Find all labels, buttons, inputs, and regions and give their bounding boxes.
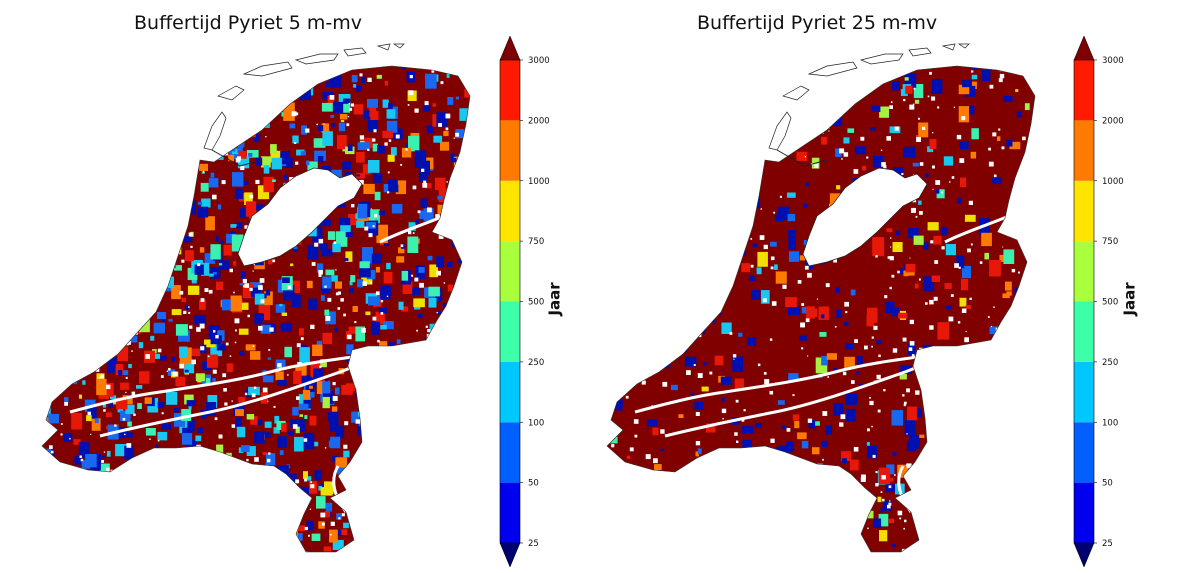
colorbar-tick-label: 3000 — [528, 56, 550, 66]
colorbar-tick-label: 500 — [528, 298, 544, 308]
wadden-island — [941, 43, 956, 51]
ijsselmeer-water — [802, 167, 928, 267]
colorbar-under-arrow — [1073, 542, 1095, 568]
colorbar-over-arrow — [1073, 35, 1095, 61]
colorbar-band — [500, 361, 520, 423]
map-panel-5m — [41, 43, 471, 553]
colorbar-tick-label: 1000 — [528, 177, 550, 187]
afsluitdijk-line — [776, 149, 828, 167]
wadden-island — [376, 43, 391, 51]
wadden-island — [957, 43, 970, 49]
colorbar-tick-label: 250 — [528, 358, 544, 368]
country-border — [606, 65, 1036, 553]
colorbar-tick-label: 50 — [1102, 479, 1113, 489]
river-line — [69, 354, 361, 414]
colorbar-tick-label: 25 — [528, 539, 539, 549]
colorbar-tick-label: 1000 — [1102, 177, 1124, 187]
river-line — [944, 214, 1010, 244]
colorbar-tick-label: 750 — [528, 237, 544, 247]
afsluitdijk-line — [211, 149, 263, 167]
colorbar-band — [1074, 422, 1094, 483]
map-panel-25m — [606, 43, 1036, 553]
colorbar-label-right: Jaar — [1120, 282, 1139, 316]
colorbar-band — [1074, 180, 1094, 242]
colorbar-band — [1074, 120, 1094, 181]
colorbar-tick-label: 100 — [528, 418, 544, 428]
colorbar-band — [500, 180, 520, 242]
colorbar-under-arrow — [499, 542, 521, 568]
wadden-island — [859, 53, 904, 65]
colorbar-band — [500, 482, 520, 543]
colorbar-band — [500, 60, 520, 121]
colorbar-tick-label: 100 — [1102, 418, 1118, 428]
colorbar-band — [1074, 482, 1094, 543]
colorbar-over-arrow — [499, 35, 521, 61]
colorbar-tick-label: 50 — [528, 479, 539, 489]
colorbar-band — [1074, 60, 1094, 121]
ijsselmeer-water — [237, 167, 363, 267]
wadden-island — [782, 85, 810, 101]
colorbar-tick-label: 750 — [1102, 237, 1118, 247]
colorbar-band — [1074, 301, 1094, 362]
colorbar-left: 25 50 100 250 500 750 1000 2000 3000 — [499, 35, 550, 568]
wadden-island — [807, 61, 858, 77]
map-title-25m: Buffertijd Pyriet 25 m-mv — [697, 12, 938, 34]
colorbar-band — [500, 422, 520, 483]
wadden-island — [343, 47, 367, 57]
colorbar-band — [500, 120, 520, 181]
colorbar-tick-label: 250 — [1102, 358, 1118, 368]
wadden-island — [392, 43, 405, 49]
wadden-island — [203, 111, 227, 151]
colorbar-tick-label: 2000 — [528, 116, 550, 126]
colorbar-band — [1074, 361, 1094, 423]
colorbar-right: 25 50 100 250 500 750 1000 2000 3000 — [1073, 35, 1124, 568]
colorbar-tick-label: 2000 — [1102, 116, 1124, 126]
colorbar-band — [500, 241, 520, 302]
colorbar-tick-label: 25 — [1102, 539, 1113, 549]
colorbar-tick-label: 500 — [1102, 298, 1118, 308]
colorbar-band — [1074, 241, 1094, 302]
colorbar-tick-label: 3000 — [1102, 56, 1124, 66]
wadden-island — [294, 53, 339, 65]
wadden-island — [217, 85, 245, 101]
river-line — [379, 214, 445, 244]
wadden-island — [242, 61, 293, 77]
colorbar-label-left: Jaar — [545, 282, 564, 316]
river-line — [634, 354, 926, 414]
country-border — [41, 65, 471, 553]
wadden-island — [908, 47, 932, 57]
map-title-5m: Buffertijd Pyriet 5 m-mv — [134, 12, 362, 34]
colorbar-band — [500, 301, 520, 362]
wadden-island — [768, 111, 792, 151]
